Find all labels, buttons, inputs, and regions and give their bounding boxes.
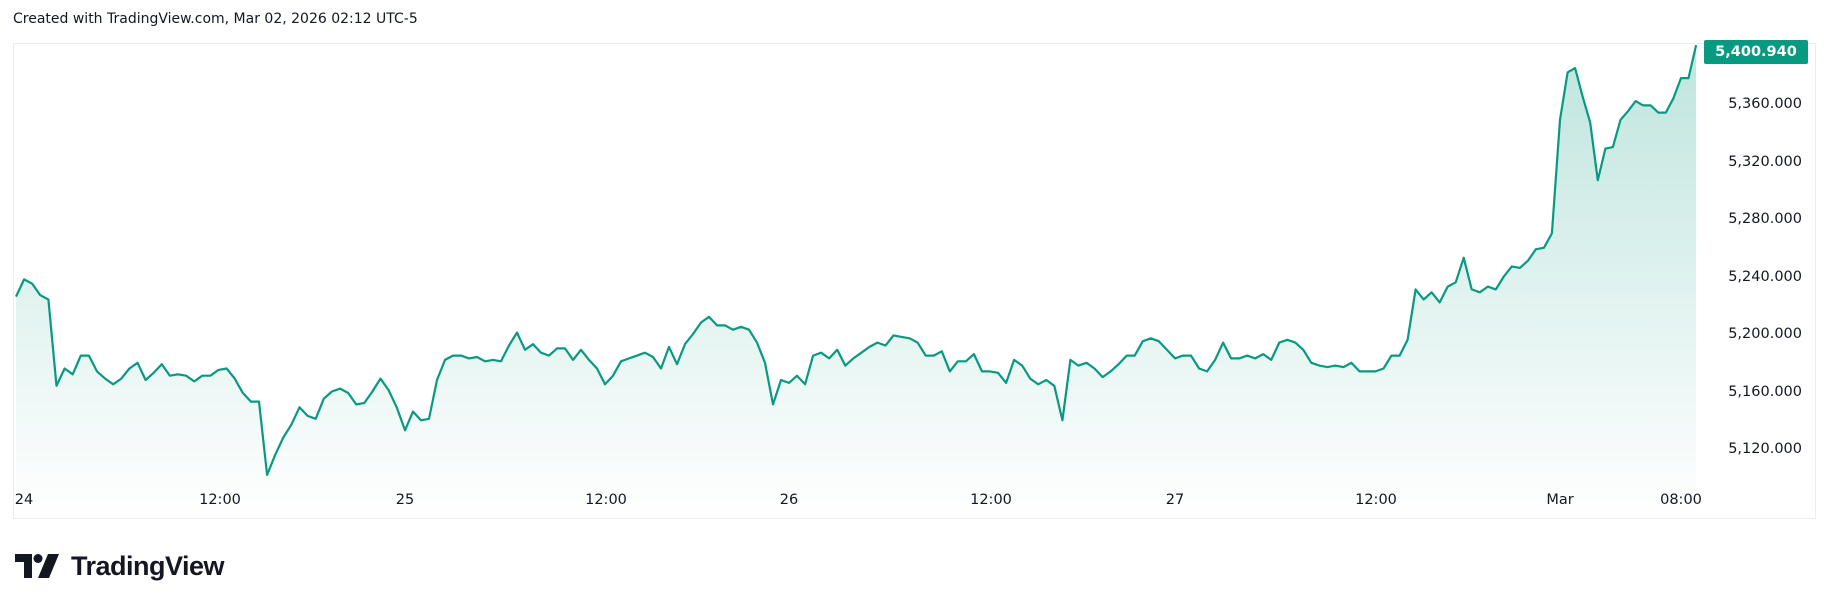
time-tick-label: Mar [1546, 492, 1574, 508]
time-tick-label: 26 [779, 492, 799, 508]
price-tick-label: 5,120.000 [1728, 441, 1802, 457]
time-tick-label: 08:00 [1660, 492, 1702, 508]
chart-caption: Created with TradingView.com, Mar 02, 20… [13, 11, 418, 27]
time-tick-label: 27 [1165, 492, 1185, 508]
time-tick-label: 12:00 [199, 492, 241, 508]
tradingview-logo[interactable]: TradingView [15, 550, 225, 581]
price-axis-area[interactable] [1694, 44, 1815, 518]
tradingview-logo-icon [15, 554, 59, 578]
price-tick-label: 5,360.000 [1728, 96, 1802, 112]
time-tick-label: 12:00 [970, 492, 1012, 508]
price-tick-label: 5,160.000 [1728, 383, 1802, 400]
price-tick-label: 5,280.000 [1728, 211, 1802, 227]
chart-frame [13, 43, 1816, 519]
time-tick-label: 12:00 [1355, 492, 1397, 508]
last-price-badge: 5,400.940 [1704, 40, 1808, 65]
logo-text: TradingView [71, 550, 225, 581]
price-tick-label: 5,320.000 [1728, 153, 1802, 170]
price-tick-label: 5,200.000 [1728, 326, 1802, 342]
time-tick-label: 25 [395, 492, 415, 508]
price-tick-label: 5,240.000 [1728, 268, 1802, 285]
time-tick-label: 12:00 [585, 492, 627, 508]
area-fill [16, 45, 1697, 517]
price-line [15, 44, 1698, 476]
time-tick-label: 24 [14, 492, 34, 508]
